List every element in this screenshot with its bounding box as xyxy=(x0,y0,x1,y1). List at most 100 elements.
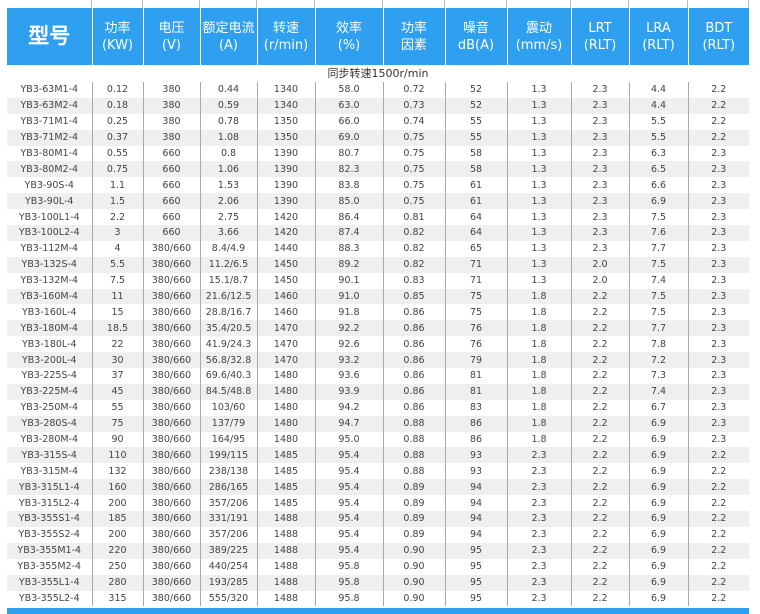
cell-current: 0.44 xyxy=(200,82,258,98)
cell-model: YB3-280M-4 xyxy=(7,431,93,448)
cell-speed: 1485 xyxy=(257,479,316,496)
cell-voltage: 380/660 xyxy=(143,526,201,543)
cell-power-factor: 0.86 xyxy=(383,368,446,384)
strip-cell xyxy=(315,0,383,8)
cell-speed: 1340 xyxy=(257,82,316,98)
section-title: 同步转速1500r/min xyxy=(7,65,749,82)
cell-bdt: 2.3 xyxy=(688,193,749,210)
cell-lrt: 2.3 xyxy=(571,209,630,226)
cell-vibration: 2.3 xyxy=(507,574,572,591)
cell-speed: 1390 xyxy=(257,193,316,210)
cell-vibration: 1.3 xyxy=(507,177,572,194)
cell-speed: 1460 xyxy=(257,304,316,321)
cell-speed: 1390 xyxy=(257,145,316,162)
cell-power-factor: 0.89 xyxy=(383,479,446,496)
cell-efficiency: 94.2 xyxy=(315,399,384,416)
cell-noise: 95 xyxy=(445,590,508,607)
cell-power: 1.1 xyxy=(92,177,144,194)
cell-bdt: 2.3 xyxy=(688,177,749,194)
cell-model: YB3-80M1-4 xyxy=(7,145,93,162)
cell-noise: 52 xyxy=(445,82,508,98)
cell-power: 1.5 xyxy=(92,193,144,210)
cell-power-factor: 0.83 xyxy=(383,272,446,289)
table-row: YB3-180M-4 18.5 380/660 35.4/20.5 1470 92.2 0.… xyxy=(7,320,749,337)
cell-current: 389/225 xyxy=(200,542,258,559)
cell-lra: 6.9 xyxy=(629,193,689,210)
header-noise: 噪音 dB(A) xyxy=(445,8,508,65)
cell-power-factor: 0.90 xyxy=(383,542,446,559)
cell-lrt: 2.3 xyxy=(571,82,630,98)
cell-power-factor: 0.75 xyxy=(383,193,446,210)
cell-power: 0.37 xyxy=(92,129,144,146)
cell-efficiency: 95.4 xyxy=(315,495,384,512)
cell-voltage: 380/660 xyxy=(143,463,201,480)
cell-efficiency: 58.0 xyxy=(315,82,384,98)
cell-lra: 6.9 xyxy=(629,463,689,480)
cell-bdt: 2.2 xyxy=(688,97,749,114)
table-header-row: 型号 功率 (KW) 电压 (V) 额定电流 (A) 转速 (r/min) 效率 (%) 功… xyxy=(7,8,749,65)
cell-power: 0.12 xyxy=(92,82,144,98)
cell-model: YB3-112M-4 xyxy=(7,240,93,257)
cell-lrt: 2.3 xyxy=(571,97,630,114)
cell-power-factor: 0.86 xyxy=(383,399,446,416)
cell-power-factor: 0.86 xyxy=(383,304,446,321)
cell-vibration: 2.3 xyxy=(507,558,572,575)
cell-vibration: 2.3 xyxy=(507,447,572,464)
cell-power-factor: 0.88 xyxy=(383,415,446,432)
cell-efficiency: 95.4 xyxy=(315,479,384,496)
cell-model: YB3-355M1-4 xyxy=(7,542,93,559)
cell-efficiency: 95.4 xyxy=(315,463,384,480)
cell-bdt: 2.3 xyxy=(688,161,749,178)
cell-lra: 6.9 xyxy=(629,590,689,607)
table-row: YB3-63M2-4 0.18 380 0.59 1340 63.0 0.73 52 1.3 2.… xyxy=(7,97,749,114)
cell-voltage: 660 xyxy=(143,209,201,226)
cell-vibration: 1.8 xyxy=(507,304,572,321)
table-row: YB3-250M-4 55 380/660 103/60 1480 94.2 0.86 83 1… xyxy=(7,399,749,416)
strip-cell xyxy=(629,0,688,8)
cell-model: YB3-90S-4 xyxy=(7,177,93,194)
cell-power: 160 xyxy=(92,479,144,496)
cell-noise: 71 xyxy=(445,256,508,273)
cell-voltage: 380/660 xyxy=(143,590,201,607)
cell-efficiency: 95.0 xyxy=(315,431,384,448)
table-row: YB3-180L-4 22 380/660 41.9/24.3 1470 92.6 0.86… xyxy=(7,336,749,353)
cell-current: 357/206 xyxy=(200,495,258,512)
cell-efficiency: 95.4 xyxy=(315,511,384,527)
cell-lra: 7.2 xyxy=(629,352,689,369)
cell-lrt: 2.2 xyxy=(571,447,630,464)
section-row: 同步转速1500r/min xyxy=(7,65,749,82)
cell-noise: 86 xyxy=(445,431,508,448)
cell-lra: 6.9 xyxy=(629,431,689,448)
cell-power-factor: 0.73 xyxy=(383,97,446,114)
cell-current: 555/320 xyxy=(200,590,258,607)
cell-current: 137/79 xyxy=(200,415,258,432)
cell-bdt: 2.3 xyxy=(688,320,749,337)
table-row: YB3-71M1-4 0.25 380 0.78 1350 66.0 0.74 55 1.3 2.… xyxy=(7,113,749,130)
cell-current: 15.1/8.7 xyxy=(200,272,258,289)
cell-power-factor: 0.88 xyxy=(383,447,446,464)
cell-bdt: 2.3 xyxy=(688,431,749,448)
cell-speed: 1488 xyxy=(257,590,316,607)
cell-lra: 6.7 xyxy=(629,399,689,416)
cell-power-factor: 0.81 xyxy=(383,209,446,226)
cell-bdt: 2.2 xyxy=(688,495,749,512)
cell-voltage: 380/660 xyxy=(143,431,201,448)
cell-current: 199/115 xyxy=(200,447,258,464)
cell-vibration: 1.3 xyxy=(507,225,572,241)
cell-voltage: 660 xyxy=(143,161,201,178)
cell-bdt: 2.2 xyxy=(688,113,749,130)
cell-power: 185 xyxy=(92,511,144,527)
cell-noise: 71 xyxy=(445,272,508,289)
table-row: YB3-225M-4 45 380/660 84.5/48.8 1480 93.9 0.86… xyxy=(7,383,749,400)
cell-current: 2.75 xyxy=(200,209,258,226)
table-row: YB3-315M-4 132 380/660 238/138 1485 95.4 0.88 9… xyxy=(7,463,749,480)
cell-vibration: 1.3 xyxy=(507,129,572,146)
cell-voltage: 380/660 xyxy=(143,256,201,273)
cell-lrt: 2.2 xyxy=(571,590,630,607)
cell-current: 3.66 xyxy=(200,225,258,241)
cell-voltage: 380/660 xyxy=(143,288,201,305)
cell-model: YB3-355M2-4 xyxy=(7,558,93,575)
cell-voltage: 380 xyxy=(143,82,201,98)
cell-bdt: 2.3 xyxy=(688,415,749,432)
cell-voltage: 380/660 xyxy=(143,336,201,353)
